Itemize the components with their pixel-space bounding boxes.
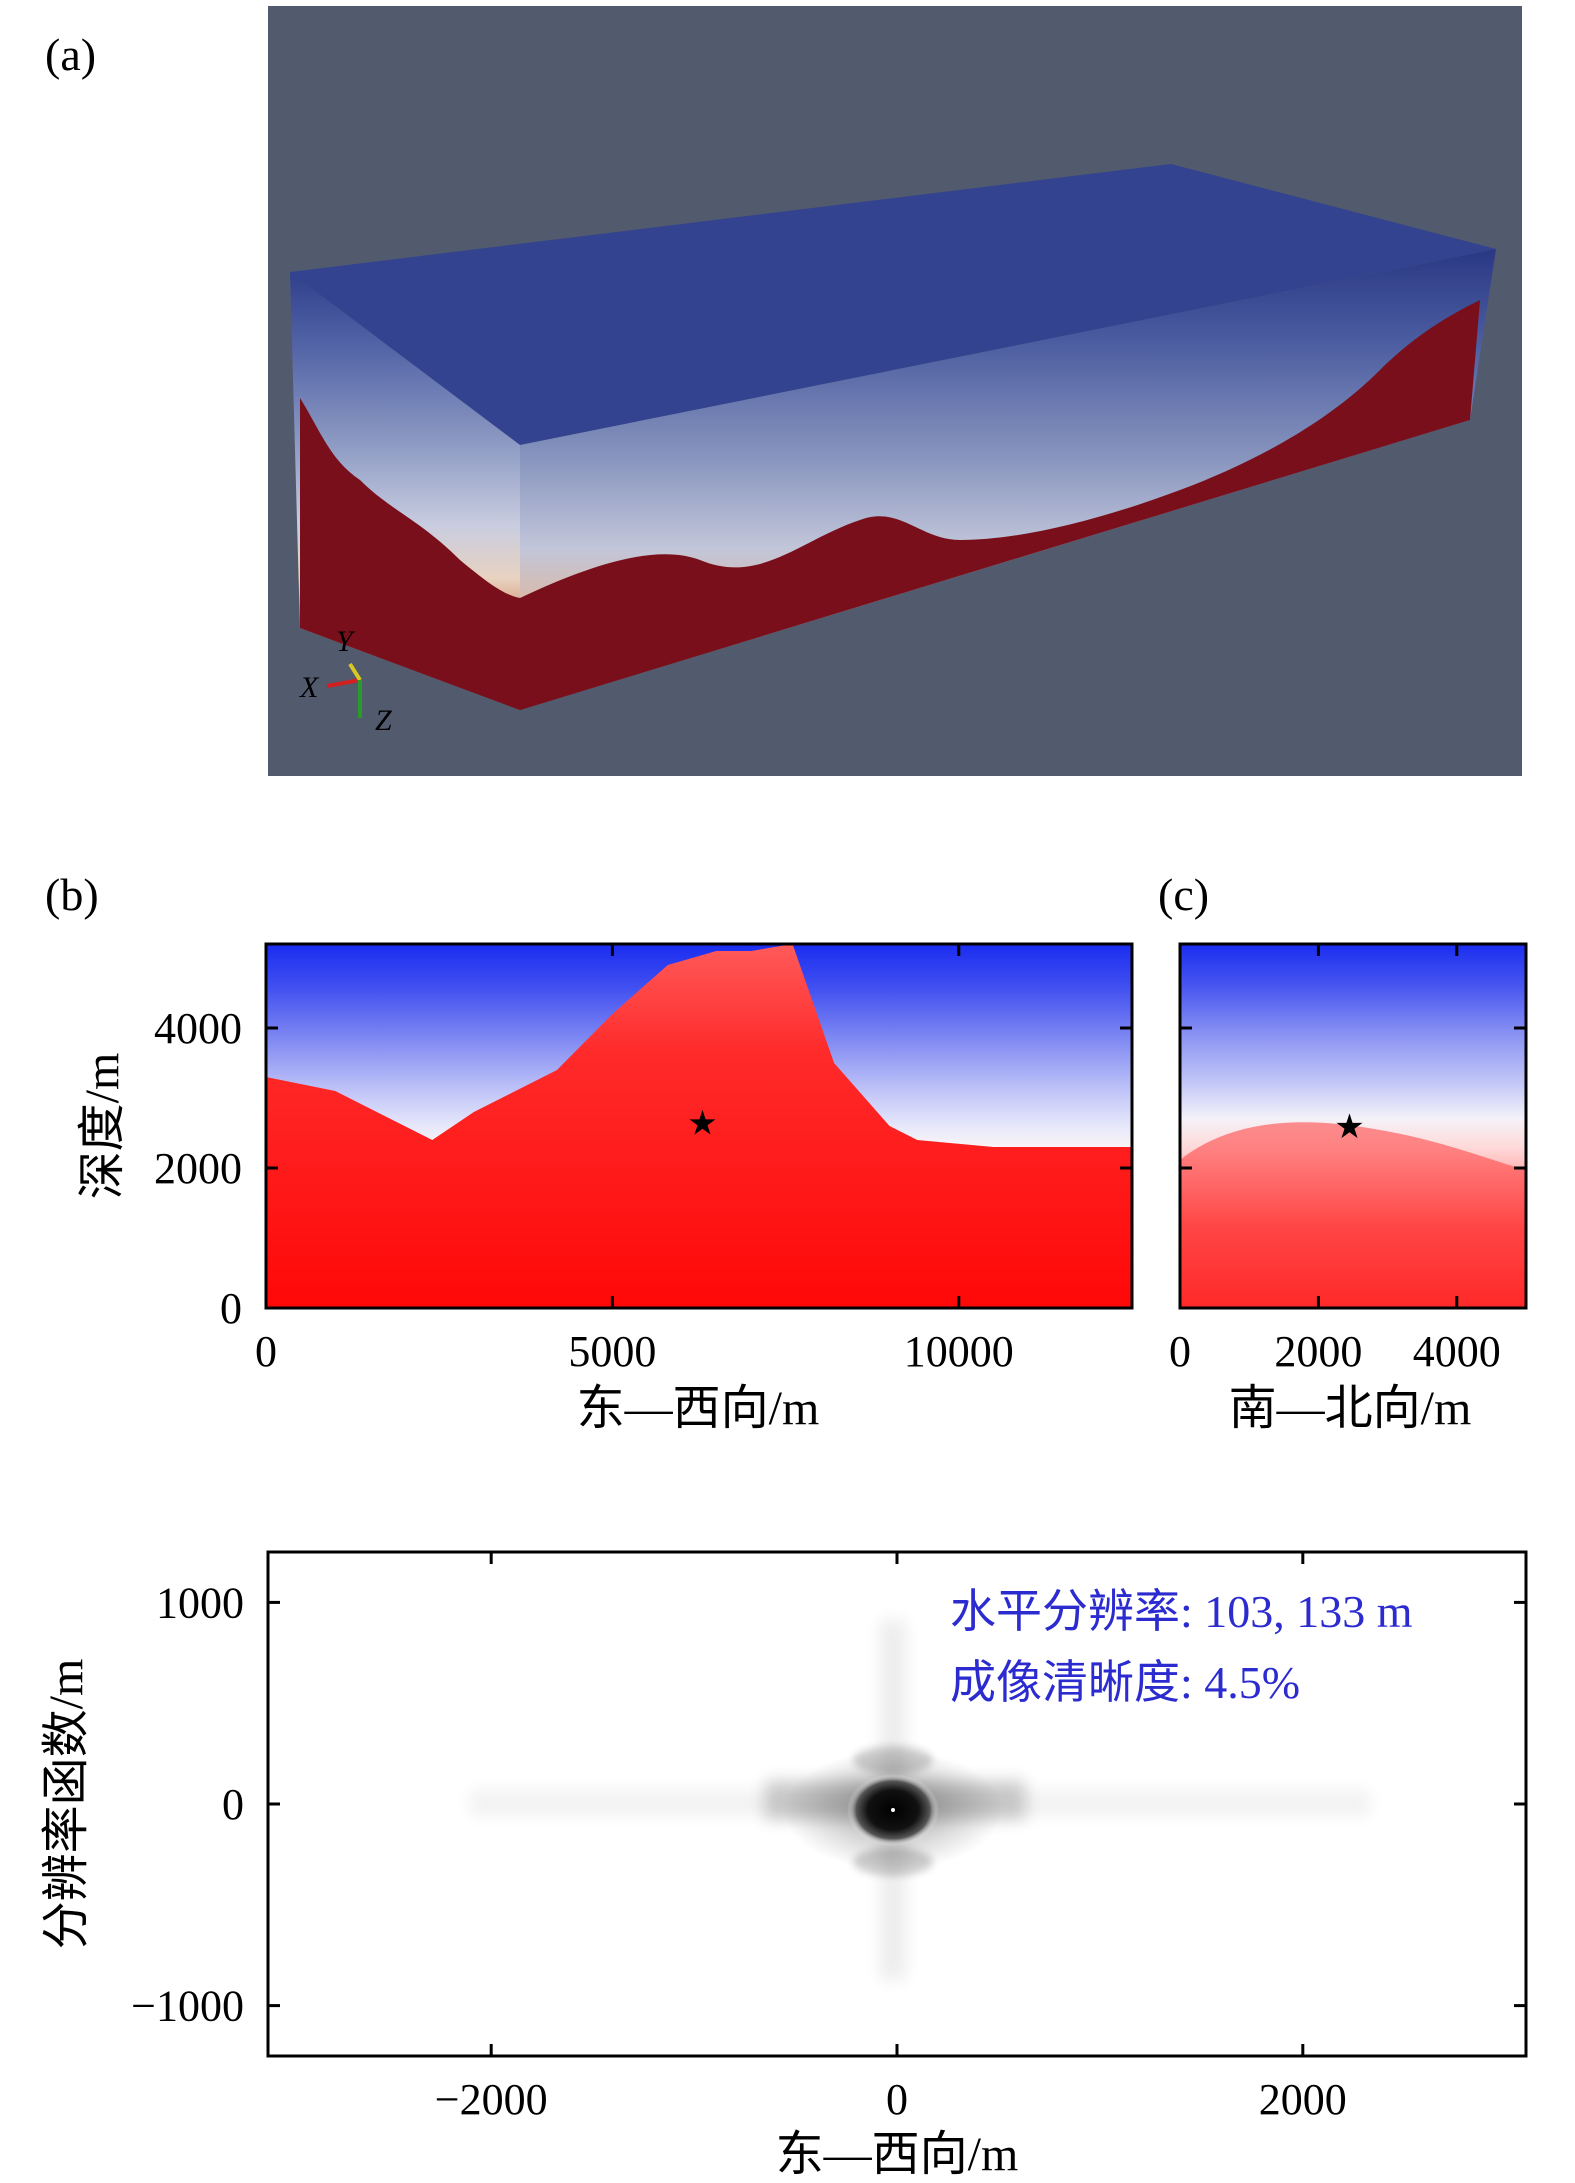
axis-triad: Y X Z <box>299 625 392 737</box>
chart-panel-b: 0 5000 10000 0 2000 4000 ★ 东—西向/m 深度/m <box>76 942 1134 1435</box>
x-tick-label: 0 <box>1169 1327 1191 1376</box>
source-star-b: ★ <box>687 1106 717 1143</box>
y-axis-label-r: 分辨率函数/m <box>40 1659 93 1950</box>
x-axis-label-c: 南—北向/m <box>1229 1382 1472 1435</box>
model-basement-left <box>300 398 520 710</box>
x-tick-label: 2000 <box>1274 1327 1362 1376</box>
y-tick-label: −1000 <box>131 1982 244 2031</box>
annotation-horizontal-resolution: 水平分辨率: 103, 133 m <box>950 1586 1413 1637</box>
x-axis-label-b: 东—西向/m <box>577 1382 820 1435</box>
chart-panel-c: 0 2000 4000 ★ 南—北向/m <box>1169 942 1528 1435</box>
x-tick-label: 0 <box>886 2075 908 2124</box>
resolution-psf <box>470 1620 1370 1980</box>
x-tick-label: 4000 <box>1413 1327 1501 1376</box>
x-tick-label: 0 <box>255 1327 277 1376</box>
ticks-c: 0 2000 4000 <box>1169 944 1526 1376</box>
y-axis-label-b: 深度/m <box>76 1053 129 1200</box>
ticks-b: 0 5000 10000 0 2000 4000 <box>154 944 1132 1376</box>
panel-label-c: (c) <box>1158 869 1209 920</box>
x-tick-label: −2000 <box>435 2075 548 2124</box>
y-tick-label: 1000 <box>156 1578 244 1627</box>
y-tick-label: 0 <box>222 1780 244 1829</box>
ticks-r: −2000 0 2000 −1000 0 1000 <box>131 1552 1526 2124</box>
axis-x-label: X <box>299 671 320 704</box>
x-tick-label: 10000 <box>904 1327 1014 1376</box>
axis-y-label: Y <box>336 625 356 658</box>
panel-label-b: (b) <box>45 869 99 920</box>
x-tick-label: 5000 <box>568 1327 656 1376</box>
chart-resolution-function: −2000 0 2000 −1000 0 1000 水平分辨率: 103, 133 m 成… <box>40 1550 1528 2181</box>
x-tick-label: 2000 <box>1259 2075 1347 2124</box>
axis-z-label: Z <box>375 704 392 737</box>
plot-frame-c <box>1178 942 1528 1310</box>
model-basement-front <box>520 300 1480 710</box>
y-tick-label: 2000 <box>154 1144 242 1193</box>
x-axis-label-r: 东—西向/m <box>776 2128 1019 2181</box>
plot-frame-b <box>264 942 1134 1310</box>
panel-a-3d-model: Y X Z <box>268 6 1522 776</box>
basement-region <box>266 944 1132 1308</box>
y-tick-label: 4000 <box>154 1004 242 1053</box>
basement-region-c <box>1180 1122 1526 1308</box>
panel-label-a: (a) <box>45 29 96 80</box>
model-top-face <box>290 164 1496 445</box>
y-tick-label: 0 <box>220 1284 242 1333</box>
annotation-image-clarity: 成像清晰度: 4.5% <box>950 1657 1300 1708</box>
source-star-c: ★ <box>1334 1109 1364 1146</box>
